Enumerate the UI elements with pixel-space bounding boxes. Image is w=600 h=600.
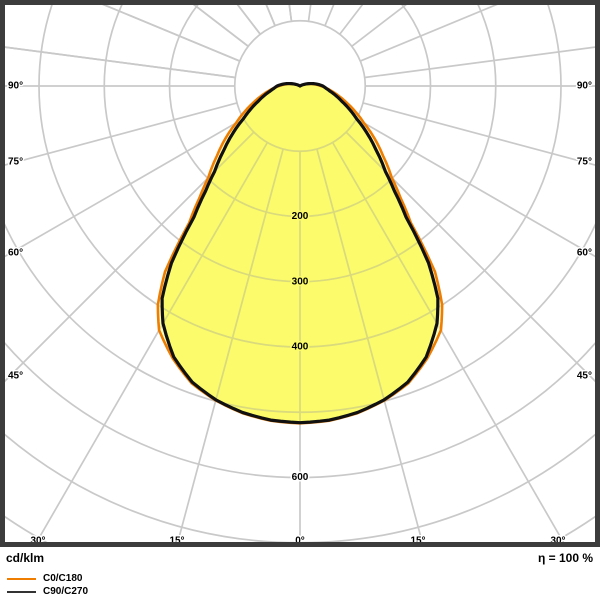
radial-tick-label-200: 200 — [292, 211, 309, 222]
angle-label-right-90°: 90° — [577, 81, 592, 92]
legend-swatch-c90-c270 — [7, 590, 36, 593]
polar-plot-frame: 90° 75° 60° 45° 90° 75° 60° 45° 30° 15° 0° 15° 30° 20… — [0, 0, 600, 547]
angle-label-left-60°: 60° — [8, 248, 23, 259]
grid-ray — [162, 142, 269, 423]
angle-label-bottom-15°: 15° — [410, 536, 425, 543]
light-output-ratio-label: η = 100 % — [537, 551, 593, 565]
grid-ray — [364, 46, 595, 79]
polar-chart: 90° 75° 60° 45° 90° 75° 60° 45° 30° 15° 0° 15° 30° 20… — [5, 5, 595, 542]
grid-ray — [359, 5, 498, 62]
angle-label-bottom-30°: 30° — [30, 536, 45, 543]
grid-ray — [352, 5, 595, 46]
grid-ray — [356, 117, 595, 258]
angle-label-bottom-30°: 30° — [550, 536, 565, 543]
grid-ray — [5, 5, 260, 34]
grid-ray — [325, 5, 595, 26]
grid-ray — [265, 5, 276, 27]
grid-ray — [193, 5, 249, 47]
grid-ray — [236, 5, 261, 35]
grid-ray — [265, 5, 276, 27]
grid-ray — [5, 5, 275, 26]
legend-label-c90-c270: C90/C270 — [43, 586, 89, 597]
angle-label-right-60°: 60° — [577, 248, 592, 259]
grid-ray — [193, 5, 249, 47]
legend-swatch-c0-c180 — [7, 577, 36, 580]
grid-ray — [236, 5, 261, 35]
grid-ray — [351, 5, 407, 47]
grid-ray — [5, 5, 248, 46]
grid-ray — [162, 148, 284, 423]
grid-ray — [316, 148, 438, 423]
angle-label-right-75°: 75° — [577, 157, 592, 168]
angle-label-bottom-0°: 0° — [295, 536, 305, 543]
grid-ray — [345, 131, 595, 383]
unit-label: cd/klm — [6, 551, 45, 565]
legend-label-c0-c180: C0/C180 — [43, 573, 83, 584]
legend-item-c90-c270: C90/C270 — [7, 585, 88, 598]
grid-ray — [5, 46, 236, 79]
grid-ray — [331, 142, 438, 423]
grid-ray — [339, 5, 364, 35]
grid-ray — [102, 5, 241, 62]
grid-ray — [362, 102, 595, 166]
angle-label-left-90°: 90° — [8, 81, 23, 92]
radial-tick-label-600: 600 — [292, 472, 309, 483]
grid-ray — [5, 5, 275, 26]
radial-tick-label-400: 400 — [292, 342, 309, 353]
c90-c270-curve — [160, 81, 440, 425]
grid-ray — [340, 5, 595, 34]
grid-ray — [5, 102, 238, 166]
legend: C0/C180 C90/C270 — [7, 572, 88, 598]
grid-ray — [5, 131, 255, 383]
grid-ray — [5, 117, 244, 258]
grid-ray — [5, 5, 260, 34]
legend-item-c0-c180: C0/C180 — [7, 572, 88, 585]
angle-label-bottom-15°: 15° — [169, 536, 184, 543]
footer-area: cd/klm η = 100 % C0/C180 C90/C270 — [0, 547, 600, 600]
grid-ray — [5, 5, 248, 46]
angle-label-left-75°: 75° — [8, 157, 23, 168]
angle-label-left-45°: 45° — [8, 371, 23, 382]
radial-tick-label-300: 300 — [292, 276, 309, 287]
angle-label-right-45°: 45° — [577, 371, 592, 382]
grid-ray — [324, 5, 335, 27]
